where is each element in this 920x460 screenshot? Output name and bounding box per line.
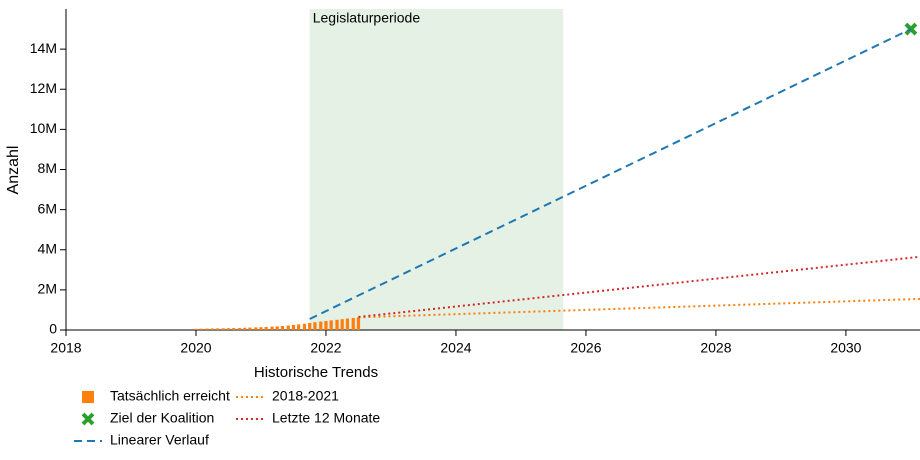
legend-item: Ziel der Koalition	[81, 410, 214, 426]
legend-item: 2018-2021	[236, 388, 339, 404]
bar	[199, 328, 203, 330]
x-tick-label: 2018	[50, 340, 81, 356]
trend-line	[358, 297, 920, 319]
bar	[345, 318, 350, 330]
bar	[259, 327, 263, 330]
x-tick-label: 2028	[700, 340, 731, 356]
x-tick-label: 2026	[570, 340, 601, 356]
x-tick-label: 2024	[440, 340, 471, 356]
bar	[226, 328, 231, 330]
legend-label: Letzte 12 Monate	[272, 410, 380, 426]
legend-title: Historische Trends	[254, 364, 378, 381]
trend-line	[358, 255, 920, 318]
span-label: Legislaturperiode	[313, 10, 421, 26]
bar	[302, 323, 307, 330]
legend-item: Tatsächlich erreicht	[82, 388, 230, 404]
legend-swatch	[82, 391, 94, 403]
bar	[210, 328, 214, 330]
x-tick-label: 2030	[830, 340, 861, 356]
y-tick-label: 6M	[38, 200, 57, 216]
bar	[194, 328, 198, 330]
legend-item: Linearer Verlauf	[74, 432, 209, 448]
bar	[248, 327, 252, 330]
bar	[280, 325, 285, 330]
legend-label: 2018-2021	[272, 388, 339, 404]
bar	[340, 319, 344, 330]
y-tick-label: 8M	[38, 160, 57, 176]
legend-label: Linearer Verlauf	[110, 432, 209, 448]
bar	[275, 326, 279, 330]
bar	[291, 324, 296, 330]
bar	[319, 321, 323, 330]
x-tick-label: 2020	[180, 340, 211, 356]
target-marker	[904, 22, 918, 36]
bar	[308, 322, 312, 330]
y-tick-label: 2M	[38, 281, 57, 297]
legend-item: Letzte 12 Monate	[236, 410, 380, 426]
bar	[221, 328, 225, 330]
bar	[254, 327, 258, 330]
bar	[237, 327, 242, 330]
legend-label: Tatsächlich erreicht	[110, 388, 230, 404]
bar	[270, 326, 274, 330]
legend-label: Ziel der Koalition	[110, 410, 214, 426]
y-tick-label: 10M	[30, 120, 57, 136]
bar	[297, 324, 301, 330]
bar	[232, 328, 236, 330]
y-tick-label: 14M	[30, 40, 57, 56]
y-axis-label: Anzahl	[5, 146, 22, 195]
bar	[264, 326, 268, 330]
trend-line	[309, 28, 912, 320]
bar	[324, 320, 328, 330]
bar	[356, 317, 361, 330]
y-tick-label: 4M	[38, 240, 57, 256]
y-tick-label: 12M	[30, 80, 57, 96]
bar	[205, 328, 209, 330]
legend-swatch	[81, 412, 95, 426]
bar	[313, 322, 317, 330]
bar	[329, 320, 333, 330]
bar	[243, 327, 247, 330]
bar	[335, 319, 339, 330]
bar	[286, 325, 290, 330]
y-tick-label: 0	[49, 321, 57, 337]
span-region	[309, 9, 564, 330]
bar	[351, 317, 355, 330]
x-tick-label: 2022	[310, 340, 341, 356]
bar	[215, 328, 220, 330]
